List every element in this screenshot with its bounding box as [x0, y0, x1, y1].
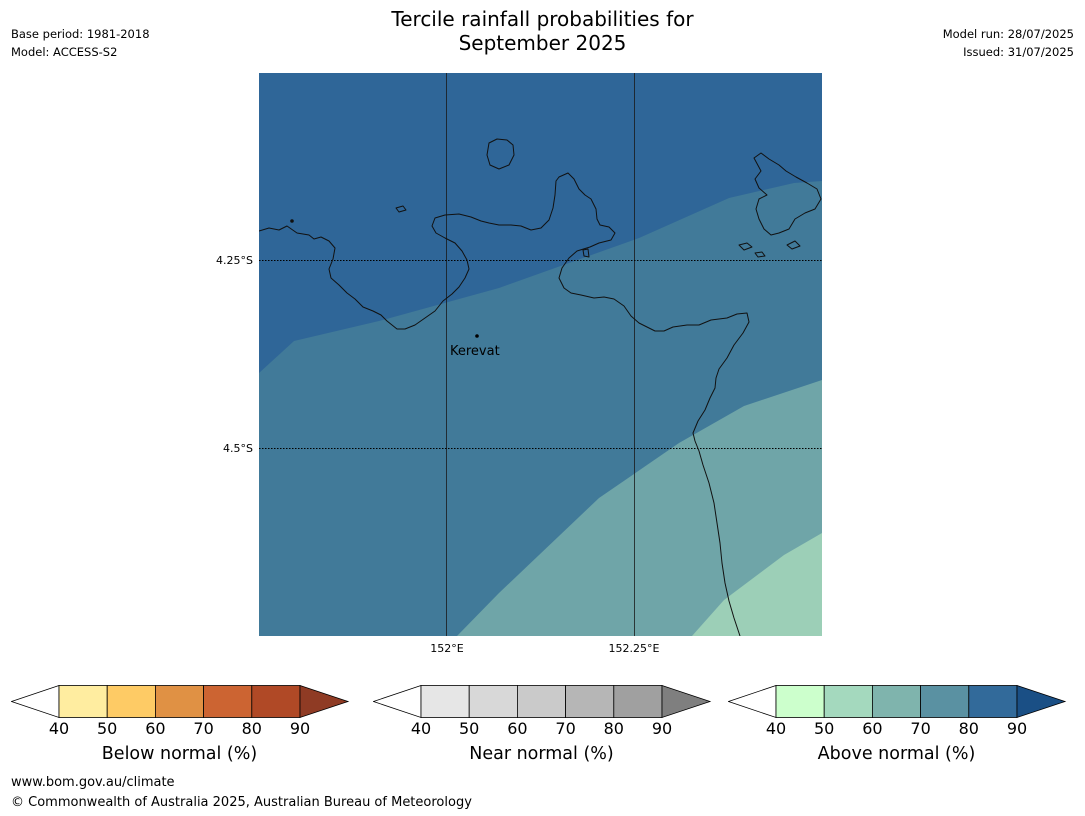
near-normal-swatch	[565, 685, 615, 718]
footer-url[interactable]: www.bom.gov.au/climate	[11, 775, 175, 790]
zone-light-green	[692, 533, 822, 636]
coastline	[259, 138, 822, 636]
graticule	[259, 73, 822, 636]
below-normal-swatch	[106, 685, 156, 718]
lat-label-4-25s: 4.25°S	[216, 254, 253, 267]
above-normal-tick-label: 90	[1006, 719, 1028, 738]
islet-east-3	[786, 240, 801, 250]
below-normal-tick-label: 40	[48, 719, 70, 738]
above-normal-extend-high	[1016, 685, 1067, 719]
below-normal-swatch	[58, 685, 108, 718]
near-normal-tick-label: 90	[651, 719, 673, 738]
above-normal-tick-label: 70	[910, 719, 931, 738]
above-normal-swatch	[775, 685, 825, 718]
lat-label-4-5s: 4.5°S	[223, 442, 253, 455]
above-normal-swatch	[823, 685, 873, 718]
below-normal-tick-label: 60	[145, 719, 166, 738]
meta-right: Model run: 28/07/2025 Issued: 31/07/2025	[943, 25, 1074, 61]
below-normal-extend-high	[299, 685, 350, 719]
above-normal-swatch	[968, 685, 1018, 718]
coastline-main	[259, 172, 750, 636]
islet-west	[395, 205, 407, 213]
near-normal-title: Near normal (%)	[469, 744, 614, 764]
near-normal-colorbar	[373, 685, 712, 719]
footer-copyright: © Commonwealth of Australia 2025, Austra…	[11, 795, 472, 810]
below-normal-extend-low	[11, 685, 60, 719]
below-normal-swatch	[203, 685, 253, 718]
above-normal-tick-label: 80	[958, 719, 979, 738]
above-normal-extend-low	[728, 685, 777, 719]
above-normal-title: Above normal (%)	[817, 744, 976, 764]
near-normal-tick-label: 40	[410, 719, 432, 738]
below-normal-swatch	[154, 685, 204, 718]
island-north	[486, 138, 515, 170]
near-normal-swatch	[613, 685, 663, 718]
above-normal-swatch	[920, 685, 970, 718]
forecast-map[interactable]: Kerevat	[259, 73, 822, 636]
above-normal-swatch	[871, 685, 921, 718]
meta-left: Base period: 1981-2018 Model: ACCESS-S2	[11, 25, 150, 61]
kerevat-marker[interactable]	[475, 334, 479, 338]
near-normal-swatch	[420, 685, 470, 718]
below-normal-colorbar	[11, 685, 350, 719]
islet-east-2	[754, 251, 766, 258]
lon-label-152e: 152°E	[430, 642, 464, 655]
below-normal-tick-label: 70	[193, 719, 214, 738]
near-normal-swatch	[516, 685, 566, 718]
map-title-line-1: Tercile rainfall probabilities for	[391, 7, 694, 31]
near-normal-swatch	[468, 685, 518, 718]
model-run-text: Model run: 28/07/2025	[942, 27, 1074, 41]
near-normal-tick-label: 80	[603, 719, 624, 738]
islet-east-1	[738, 242, 753, 251]
issued-text: Issued: 31/07/2025	[963, 45, 1074, 59]
islet-dot	[290, 219, 294, 223]
above-normal-tick-label: 40	[765, 719, 787, 738]
model-text: Model: ACCESS-S2	[11, 45, 118, 59]
map-title-line-2: September 2025	[458, 31, 627, 55]
zone-teal	[457, 380, 822, 636]
kerevat-label: Kerevat	[450, 344, 500, 359]
base-period-text: Base period: 1981-2018	[11, 27, 150, 41]
above-normal-tick-label: 50	[814, 719, 835, 738]
below-normal-swatch	[251, 685, 301, 718]
below-normal-tick-label: 50	[97, 719, 118, 738]
coastline-east-islands	[753, 152, 822, 236]
near-normal-tick-label: 50	[459, 719, 480, 738]
islet-bay	[582, 248, 590, 258]
below-normal-tick-label: 90	[289, 719, 311, 738]
near-normal-extend-high	[661, 685, 712, 719]
near-normal-extend-low	[373, 685, 422, 719]
below-normal-title: Below normal (%)	[101, 744, 258, 764]
above-normal-colorbar	[728, 685, 1067, 719]
below-normal-tick-label: 80	[241, 719, 262, 738]
near-normal-tick-label: 60	[507, 719, 528, 738]
near-normal-tick-label: 70	[555, 719, 576, 738]
lon-label-152-25e: 152.25°E	[608, 642, 660, 655]
above-normal-tick-label: 60	[862, 719, 883, 738]
